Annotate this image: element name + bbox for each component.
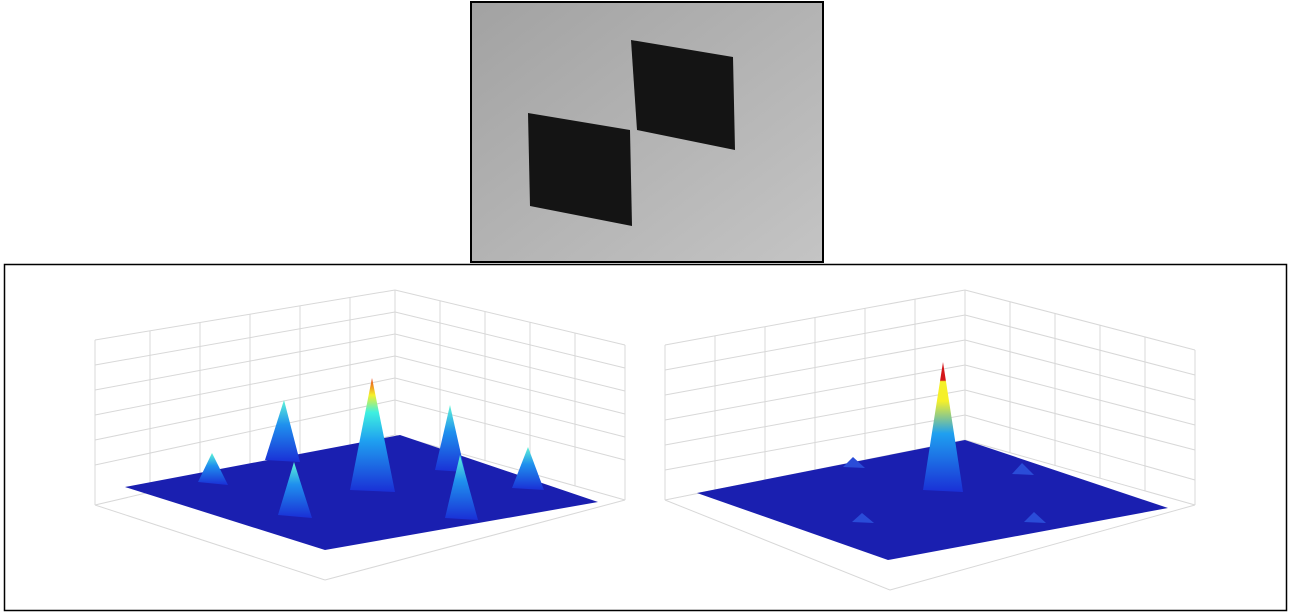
surface-plot (664, 289, 1196, 591)
plot-panel (3, 263, 1288, 612)
photo (470, 1, 824, 263)
surface-plot (94, 289, 626, 581)
